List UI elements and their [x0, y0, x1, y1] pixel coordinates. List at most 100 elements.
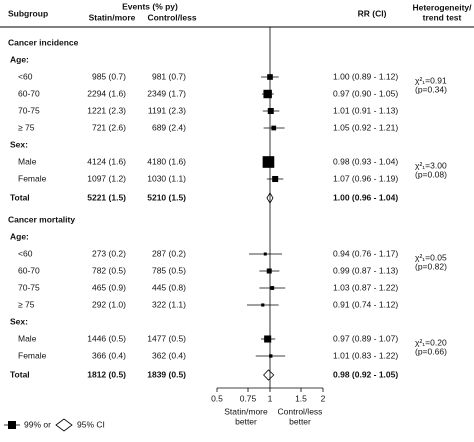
statin-events: 465 (0.9): [92, 282, 126, 292]
x-tick-label: 0.75: [240, 393, 257, 403]
heterogeneity-p: (p=0.08): [415, 169, 447, 179]
x-direction-label: better: [289, 416, 311, 426]
rr-square: [261, 303, 265, 307]
rr-square: [270, 286, 275, 290]
control-events: 2349 (1.7): [147, 88, 186, 98]
statin-events: 292 (1.0): [92, 299, 126, 309]
row-label: 70-75: [18, 282, 40, 292]
control-events: 445 (0.8): [152, 282, 186, 292]
group-label: Age:: [10, 54, 29, 64]
rr-square: [264, 335, 272, 343]
x-tick-label: 1: [268, 393, 273, 403]
rr-square: [263, 252, 267, 256]
row-label: Total: [10, 369, 30, 379]
statin-events: 985 (0.7): [92, 71, 126, 81]
rr-square: [262, 156, 275, 168]
group-label: Sex:: [10, 139, 28, 149]
x-tick-label: 1.5: [295, 393, 307, 403]
row-label: 70-75: [18, 105, 40, 115]
rr-label: 0.98 (0.93 - 1.04): [333, 156, 398, 166]
control-events: 322 (1.1): [152, 299, 186, 309]
ci-diamond: [263, 369, 275, 381]
x-direction-label: Control/less: [278, 406, 323, 416]
rr-square: [272, 175, 279, 183]
rr-label: 0.91 (0.74 - 1.12): [333, 299, 398, 309]
header-subgroup: Subgroup: [8, 8, 48, 18]
rr-label: 0.97 (0.89 - 1.07): [333, 333, 398, 343]
rr-label: 1.03 (0.87 - 1.22): [333, 282, 398, 292]
row-label: Male: [18, 156, 37, 166]
row-label: 60-70: [18, 88, 40, 98]
rr-label: 0.99 (0.87 - 1.13): [333, 265, 398, 275]
control-events: 689 (2.4): [152, 122, 186, 132]
heterogeneity-test: χ²₁=0.91: [415, 75, 447, 85]
section-title: Cancer incidence: [8, 37, 79, 47]
statin-events: 721 (2.6): [92, 122, 126, 132]
section-title: Cancer mortality: [8, 214, 75, 224]
header-statin: Statin/more: [89, 12, 136, 22]
heterogeneity-test: χ²₁=3.00: [415, 160, 447, 170]
statin-events: 1812 (0.5): [87, 369, 126, 379]
rr-label: 0.97 (0.90 - 1.05): [333, 88, 398, 98]
control-events: 1030 (1.1): [147, 173, 186, 183]
rr-label: 0.94 (0.76 - 1.17): [333, 248, 398, 258]
rr-label: 1.05 (0.92 - 1.21): [333, 122, 398, 132]
control-events: 4180 (1.6): [147, 156, 186, 166]
rr-square: [271, 125, 277, 131]
row-label: <60: [18, 71, 33, 81]
heterogeneity-p: (p=0.34): [415, 84, 447, 94]
x-direction-label: better: [235, 416, 257, 426]
row-label: 60-70: [18, 265, 40, 275]
x-tick-label: 0.5: [211, 393, 223, 403]
rr-label: 1.01 (0.83 - 1.22): [333, 350, 398, 360]
rr-square: [267, 107, 274, 115]
control-events: 287 (0.2): [152, 248, 186, 258]
header-events: Events (% py): [122, 1, 178, 11]
control-events: 1839 (0.5): [147, 369, 186, 379]
x-tick-label: 2: [321, 393, 326, 403]
header-heterogeneity: Heterogeneity/: [412, 2, 472, 12]
row-label: Female: [18, 173, 47, 183]
heterogeneity-test: χ²₁=0.05: [415, 252, 447, 262]
statin-events: 5221 (1.5): [87, 192, 126, 202]
row-label: Female: [18, 350, 47, 360]
heterogeneity-p: (p=0.82): [415, 261, 447, 271]
row-label: ≥ 75: [18, 299, 35, 309]
rr-square: [269, 354, 273, 358]
legend-square: [8, 421, 16, 429]
header-rr: RR (CI): [358, 8, 387, 18]
rr-label: 1.00 (0.96 - 1.04): [333, 192, 398, 202]
rr-label: 1.01 (0.91 - 1.13): [333, 105, 398, 115]
legend-label: 95% CI: [77, 419, 105, 429]
statin-events: 1221 (2.3): [87, 105, 126, 115]
group-label: Sex:: [10, 316, 28, 326]
heterogeneity-p: (p=0.66): [415, 346, 447, 356]
row-label: Male: [18, 333, 37, 343]
heterogeneity-test: χ²₁=0.20: [415, 337, 447, 347]
statin-events: 2294 (1.6): [87, 88, 126, 98]
row-label: <60: [18, 248, 33, 258]
rr-square: [266, 268, 272, 274]
header-heterogeneity: trend test: [423, 12, 462, 22]
control-events: 1477 (0.5): [147, 333, 186, 343]
control-events: 981 (0.7): [152, 71, 186, 81]
statin-events: 1446 (0.5): [87, 333, 126, 343]
statin-events: 782 (0.5): [92, 265, 126, 275]
control-events: 362 (0.4): [152, 350, 186, 360]
legend-diamond: [55, 418, 73, 432]
rr-square: [263, 89, 272, 99]
control-events: 1191 (2.3): [148, 105, 186, 115]
statin-events: 273 (0.2): [92, 248, 126, 258]
control-events: 785 (0.5): [152, 265, 186, 275]
statin-events: 4124 (1.6): [87, 156, 126, 166]
row-label: Total: [10, 192, 30, 202]
statin-events: 366 (0.4): [92, 350, 126, 360]
rr-label: 0.98 (0.92 - 1.05): [333, 369, 398, 379]
x-direction-label: Statin/more: [224, 406, 268, 416]
header-control: Control/less: [147, 12, 196, 22]
rr-label: 1.07 (0.96 - 1.19): [333, 173, 398, 183]
legend-label: 99% or: [24, 419, 51, 429]
group-label: Age:: [10, 231, 29, 241]
rr-label: 1.00 (0.89 - 1.12): [333, 71, 398, 81]
